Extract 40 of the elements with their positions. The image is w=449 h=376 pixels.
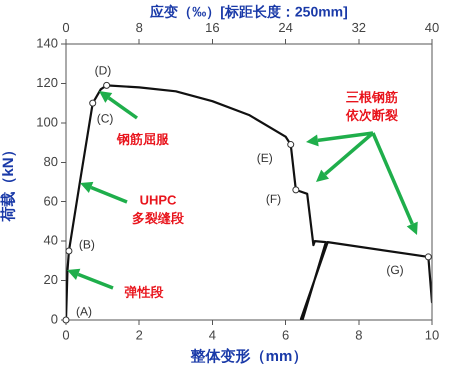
x-tick-label: 8 [355,327,362,342]
annotation: (F) [266,192,282,206]
point [287,141,294,148]
annotation: (C) [96,111,114,126]
y-tick-label: 60 [44,193,58,208]
y-tick-label: 120 [36,75,58,90]
y-tick-label: 20 [44,272,58,288]
x-axis-title: 整体变形（mm） [190,347,308,366]
x2-tick-label: 16 [205,20,220,35]
annotation: (A) [76,304,92,318]
point [89,100,96,107]
annotation: 三根钢筋依次断裂 [345,90,398,123]
y-tick-label: 140 [36,36,58,51]
x2-axis-title: 应变（‰）[标距长度：250mm] [149,3,348,20]
x-tick-label: 2 [136,327,143,342]
point [292,186,300,194]
x2-tick-label: 8 [136,20,143,35]
x2-tick-label: 32 [352,20,366,35]
annotation: (D) [94,64,112,78]
point [424,253,432,260]
x-tick-label: 0 [62,327,70,342]
annotation: (E) [256,150,273,165]
x2-tick-label: 40 [424,20,440,35]
annotation: (G) [386,263,404,278]
y-tick-label: 0 [50,312,58,327]
y-tick-label: 80 [44,154,58,169]
y-tick-label: 40 [44,232,58,248]
x-tick-label: 10 [424,327,440,342]
x-tick-label: 4 [208,327,216,342]
annotation: 钢筋屈服 [116,132,170,147]
y-tick-label: 100 [36,114,58,130]
x-tick-label: 6 [282,327,290,342]
annotation: (B) [78,237,95,252]
point [103,82,110,89]
y-axis-title: 荷载（kN） [0,142,18,223]
point [65,248,72,254]
annotation: 弹性段 [124,284,164,300]
x2-tick-label: 0 [62,20,70,35]
x2-tick-label: 24 [278,20,293,35]
annotation: UHPC多裂缝段 [132,192,185,226]
